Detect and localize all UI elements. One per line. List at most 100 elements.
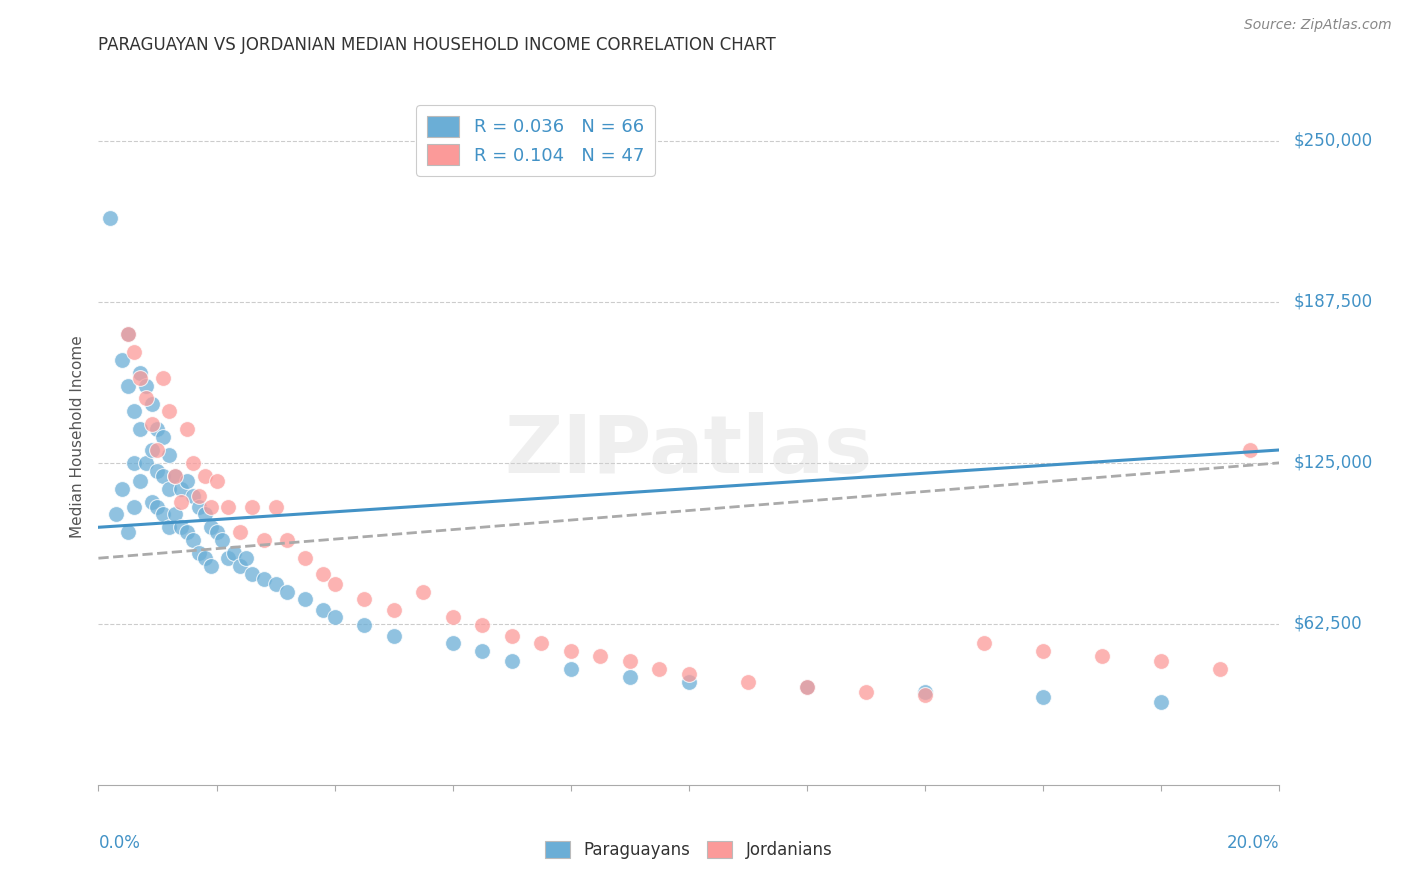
Point (353, 592, 375, 607)
Point (200, 520, 222, 534)
Point (796, 680, 818, 694)
Point (276, 584, 298, 599)
Point (973, 636, 995, 650)
Point (122, 456, 145, 470)
Point (176, 422, 198, 436)
Point (176, 525, 198, 540)
Point (122, 500, 145, 514)
Point (560, 644, 582, 658)
Point (217, 551, 239, 566)
Point (412, 584, 434, 599)
Point (323, 610, 346, 624)
Point (1150, 696, 1173, 710)
Point (194, 468, 217, 483)
Point (501, 654, 523, 668)
Point (501, 628, 523, 642)
Point (205, 525, 228, 540)
Point (1239, 442, 1261, 457)
Point (235, 551, 257, 566)
Point (323, 577, 346, 591)
Point (146, 500, 169, 514)
Point (111, 482, 134, 496)
Point (170, 494, 193, 508)
Point (211, 533, 233, 548)
Point (157, 448, 180, 462)
Point (117, 525, 139, 540)
Point (117, 326, 139, 341)
Point (170, 520, 193, 534)
Point (105, 508, 128, 522)
Text: $125,000: $125,000 (1294, 454, 1372, 472)
Point (135, 392, 157, 406)
Point (146, 422, 169, 436)
Text: ZIPatlas: ZIPatlas (505, 412, 873, 490)
Point (648, 662, 671, 676)
Point (294, 551, 316, 566)
Point (240, 566, 263, 581)
Point (264, 500, 287, 514)
Point (194, 508, 217, 522)
Point (176, 474, 198, 488)
Point (187, 500, 209, 514)
Point (737, 674, 759, 689)
Point (152, 371, 174, 385)
Point (1150, 654, 1173, 668)
Point (117, 326, 139, 341)
Point (122, 404, 145, 418)
Point (152, 430, 174, 444)
Point (530, 636, 553, 650)
Point (194, 551, 217, 566)
Point (312, 603, 335, 617)
Point (135, 378, 157, 392)
Point (253, 533, 276, 548)
Text: PARAGUAYAN VS JORDANIAN MEDIAN HOUSEHOLD INCOME CORRELATION CHART: PARAGUAYAN VS JORDANIAN MEDIAN HOUSEHOLD… (98, 36, 776, 54)
Point (619, 654, 641, 668)
Point (152, 508, 174, 522)
Point (382, 628, 405, 642)
Point (1209, 662, 1232, 676)
Point (914, 688, 936, 702)
Point (264, 577, 287, 591)
Point (117, 378, 139, 392)
Point (382, 603, 405, 617)
Point (205, 474, 228, 488)
Point (229, 558, 252, 573)
Point (157, 520, 180, 534)
Point (200, 500, 222, 514)
Point (141, 417, 163, 432)
Point (165, 508, 187, 522)
Point (98, 211, 121, 225)
Point (141, 442, 163, 457)
Text: 20.0%: 20.0% (1227, 834, 1279, 852)
Point (157, 404, 180, 418)
Point (855, 685, 877, 699)
Point (560, 662, 582, 676)
Point (146, 464, 169, 478)
Point (1032, 644, 1054, 658)
Point (796, 680, 818, 694)
Point (276, 533, 298, 548)
Point (441, 610, 464, 624)
Text: 0.0%: 0.0% (98, 834, 141, 852)
Point (128, 474, 150, 488)
Point (217, 500, 239, 514)
Point (294, 592, 316, 607)
Point (187, 489, 209, 503)
Point (141, 396, 163, 410)
Point (312, 566, 335, 581)
Point (589, 649, 612, 664)
Point (128, 366, 150, 380)
Point (253, 572, 276, 586)
Point (128, 371, 150, 385)
Point (187, 546, 209, 560)
Point (200, 558, 222, 573)
Y-axis label: Median Household Income: Median Household Income (69, 335, 84, 539)
Point (1091, 649, 1114, 664)
Point (678, 667, 700, 681)
Point (170, 482, 193, 496)
Point (141, 494, 163, 508)
Point (678, 674, 700, 689)
Point (240, 500, 263, 514)
Point (181, 533, 204, 548)
Point (165, 468, 187, 483)
